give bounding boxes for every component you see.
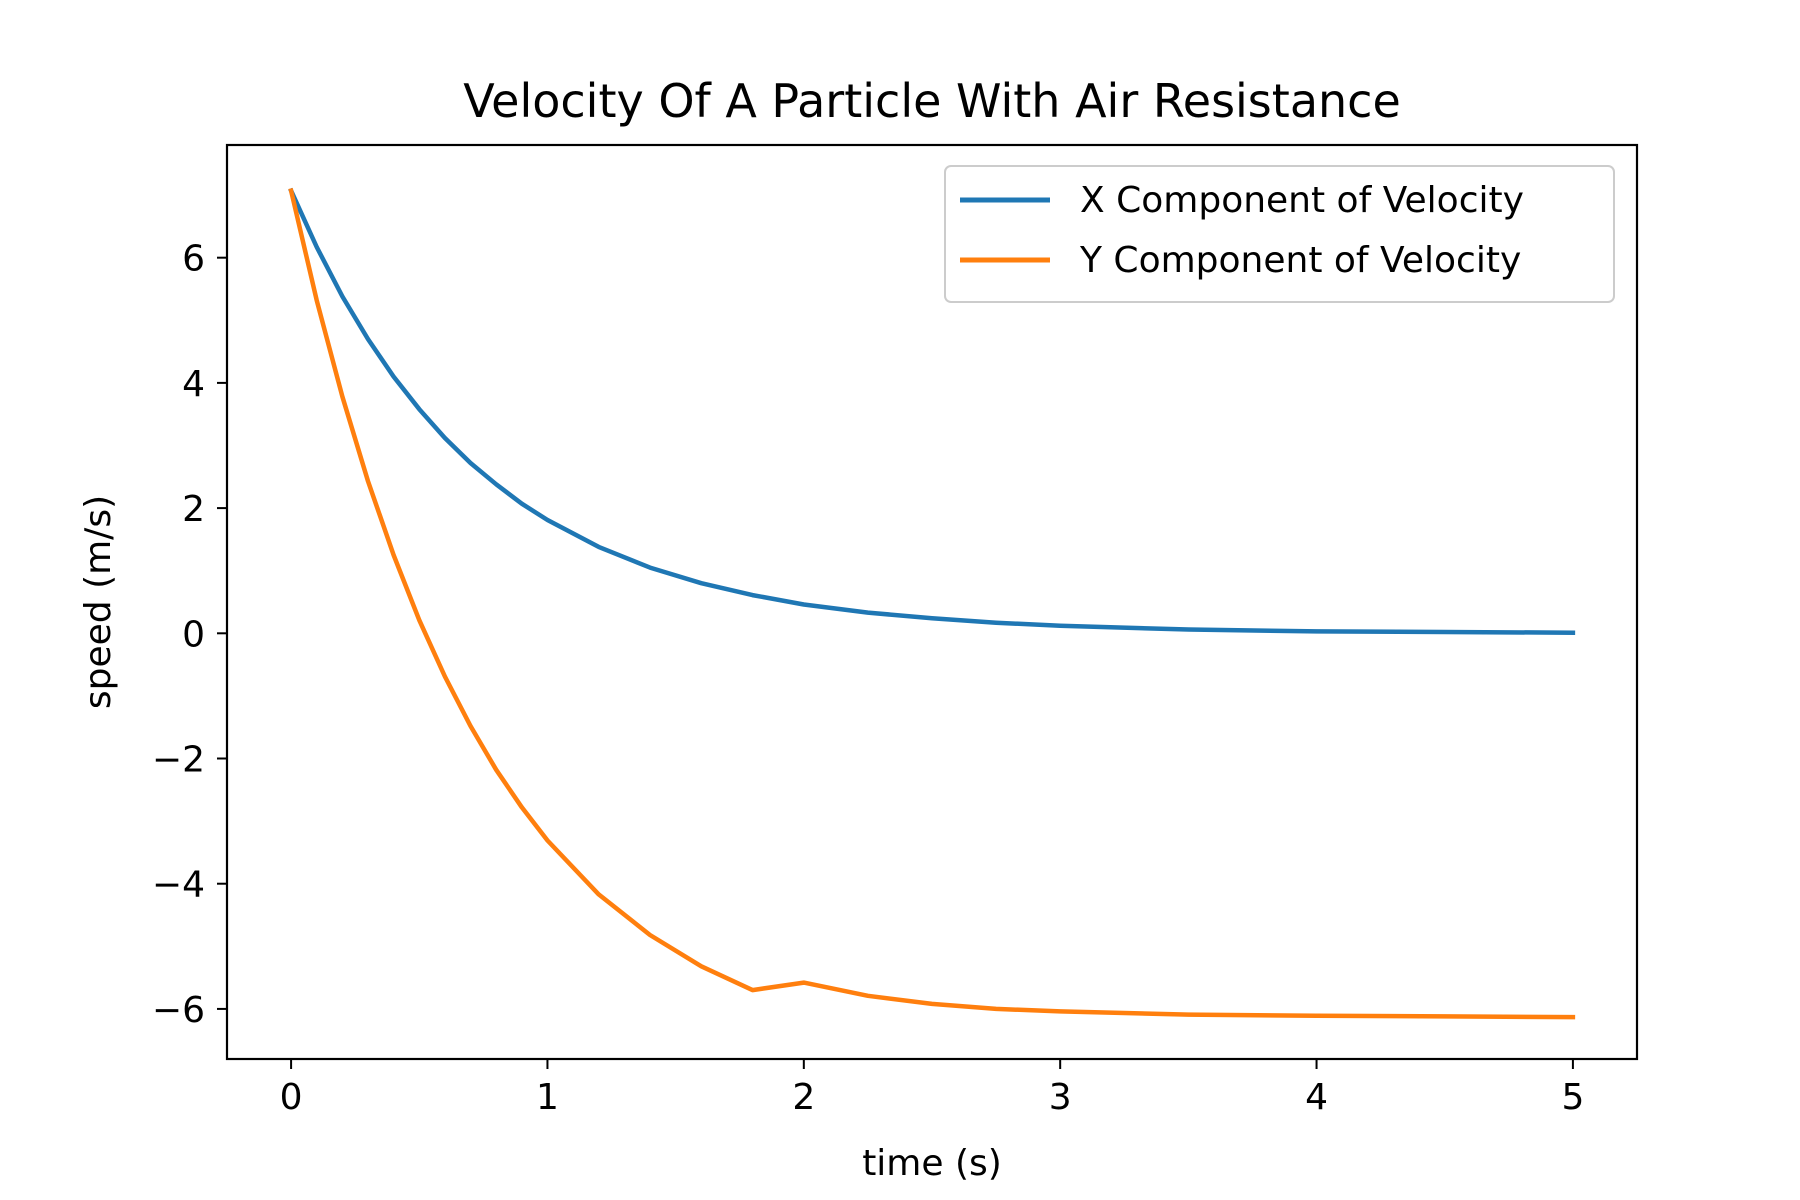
ticks-layer: 0 1 2 3 4 5 −6 −4 −2 0 2 4 6	[152, 239, 1584, 1118]
chart-title: Velocity Of A Particle With Air Resistan…	[463, 74, 1401, 128]
x-tick-label: 2	[792, 1077, 815, 1118]
legend-box	[944, 165, 1615, 303]
plot-layer	[288, 187, 1576, 1020]
series-line-1	[288, 187, 1576, 1020]
legend-label-x-component: X Component of Velocity	[1080, 180, 1524, 221]
y-tick-label: 4	[182, 364, 205, 405]
x-tick-label: 4	[1305, 1077, 1328, 1118]
x-tick-label: 1	[536, 1077, 559, 1118]
y-tick-label: 6	[182, 239, 205, 280]
y-tick-label: 0	[182, 614, 205, 655]
plot-frame	[225, 143, 1639, 1061]
legend: X Component of Velocity Y Component of V…	[944, 165, 1615, 303]
x-tick-label: 0	[280, 1077, 303, 1118]
legend-label-y-component: Y Component of Velocity	[1079, 240, 1521, 281]
y-tick-label: −2	[152, 740, 205, 781]
y-axis-label: speed (m/s)	[78, 495, 119, 709]
series-line-0	[288, 187, 1576, 635]
y-tick-label: −6	[152, 990, 205, 1031]
x-tick-label: 5	[1561, 1077, 1584, 1118]
x-axis-label: time (s)	[862, 1143, 1002, 1184]
x-tick-label: 3	[1049, 1077, 1072, 1118]
y-tick-label: −4	[152, 865, 205, 906]
y-tick-label: 2	[182, 489, 205, 530]
